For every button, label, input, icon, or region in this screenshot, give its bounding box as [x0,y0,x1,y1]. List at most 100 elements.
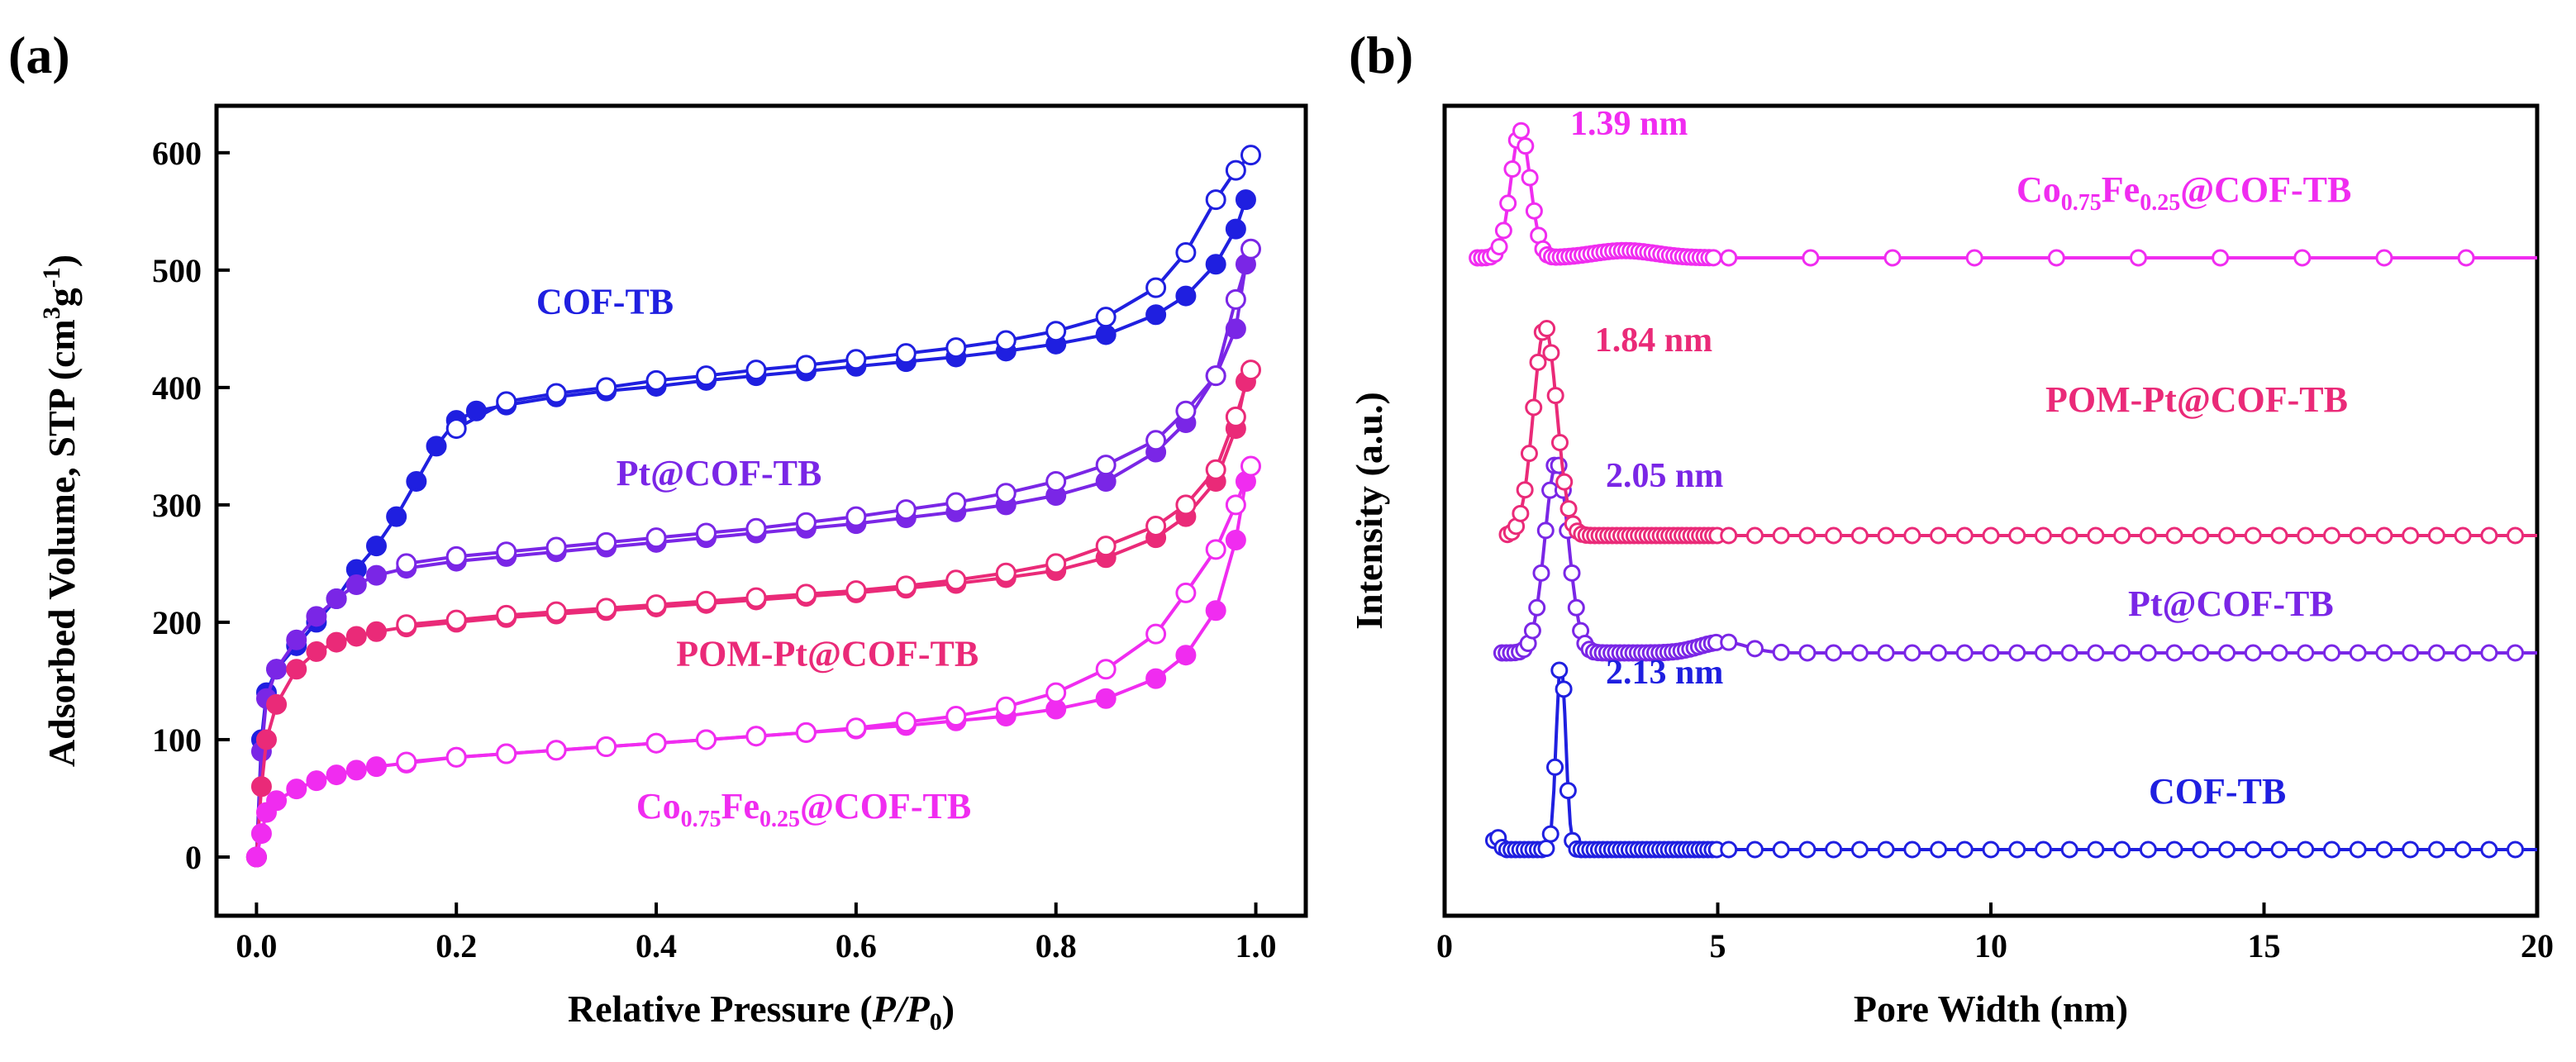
data-point [1520,445,1538,463]
data-point [2244,644,2262,662]
data-point [1982,841,2000,859]
adsorption-point [1205,600,1226,621]
data-point [1538,320,1556,338]
data-point [2270,841,2288,859]
panel-b: (b) 0 5 10 15 20 2.13 nm 2.05 nm 1.84 nm 1.39 n… [1348,26,2554,1030]
desorption-point [895,712,917,733]
panel-a-x-axis-label-sub: 0 [930,1008,942,1036]
desorption-point [945,337,967,359]
adsorption-point [465,400,487,421]
panel-a-label-part: 0.75 [681,807,721,832]
adsorption-point [1175,285,1197,307]
panel-b-x-axis-label: Pore Width (nm) [1854,988,2128,1030]
data-point [2087,644,2105,662]
panel-a-y-axis-label-main: Adsorbed Volume, STP (cm [40,319,83,767]
data-point [2480,644,2498,662]
data-point [1550,661,1569,679]
desorption-point [596,531,617,553]
adsorption-point [306,606,327,627]
data-point [1772,526,1790,545]
data-point [1525,398,1543,417]
desorption-point [1175,582,1197,603]
data-point [1955,526,1974,545]
panel-b-x-tick-label: 15 [2248,927,2281,964]
adsorption-point [326,631,347,653]
data-point [1720,526,1738,545]
panel-a-x-tick-label: 0.8 [1036,927,1077,964]
desorption-point [1145,430,1167,451]
panel-b-series-labels: 2.13 nm 2.05 nm 1.84 nm 1.39 nm COF-TB Pt@COF… [1570,105,2351,812]
panel-a-x-tick-label: 1.0 [1236,927,1277,964]
data-point [2375,249,2393,267]
data-point [1772,643,1790,661]
adsorption-point [286,629,307,650]
panel-b-label-part: Fe [2102,169,2140,210]
data-point [2034,841,2052,859]
desorption-point [1095,307,1117,328]
panel-b-y-axis-label: Intensity (a.u.) [1348,392,1390,630]
data-point [2480,841,2498,859]
desorption-point [895,575,917,597]
panel-a-series-label: POM-Pt@COF-TB [676,633,978,674]
panel-b-series-label: Pt@COF-TB [2128,583,2334,624]
data-point [1528,598,1546,617]
desorption-point [1045,553,1067,574]
panel-b-label-part: @COF-TB [2180,169,2351,210]
data-point [1559,500,1578,518]
panel-a-series [245,145,1261,868]
desorption-point [995,696,1017,717]
panel-a-x-axis-label-close: ) [942,988,955,1030]
adsorption-point [250,776,272,798]
data-point [2008,841,2026,859]
data-point [1903,841,1921,859]
panel-b-series-label: COF-TB [2149,771,2286,812]
panel-b-ticks: 0 5 10 15 20 [1436,902,2554,964]
data-point [1541,825,1559,843]
panel-a-y-axis-label: Adsorbed Volume, STP (cm3g-1) [38,255,83,767]
desorption-point [1145,623,1167,645]
data-point [1546,758,1564,776]
data-point [2139,526,2157,545]
data-point [1546,387,1564,405]
data-point [2507,526,2525,545]
desorption-point [396,614,417,636]
desorption-point [396,751,417,773]
panel-a-y-tick-label: 0 [185,839,202,876]
data-point [1982,526,2000,545]
data-point [2375,644,2393,662]
panel-b-label-part: Co [2017,169,2061,210]
data-point [2113,526,2131,545]
desorption-point [1175,242,1197,264]
data-point [2165,841,2183,859]
desorption-point [645,732,667,754]
desorption-point [695,590,717,612]
panel-a-label-part: Co [636,786,681,826]
desorption-line [406,369,1253,626]
desorption-point [695,522,717,544]
data-point [1903,526,1921,545]
desorption-point [496,391,517,412]
data-point [2454,644,2472,662]
data-point [1930,841,1948,859]
data-point [1525,202,1543,220]
desorption-point [1205,365,1226,387]
panel-a-y-tick-label: 600 [152,135,202,172]
desorption-point [1225,494,1246,516]
desorption-point [795,355,817,376]
adsorption-point [1095,324,1117,345]
data-point [1825,526,1843,545]
panel-a-y-tick-label: 100 [152,721,202,759]
desorption-point [545,740,567,761]
data-point [1825,841,1843,859]
panel-a-frame [214,103,1308,918]
desorption-point [945,492,967,513]
panel-b-x-tick-label: 20 [2521,927,2554,964]
data-point [2507,841,2525,859]
panel-a-y-tick-label: 500 [152,252,202,289]
distribution-line [1477,127,2537,260]
desorption-point [945,706,967,727]
data-point [2402,841,2420,859]
adsorption-point [1225,530,1246,551]
adsorption-point [1095,688,1117,709]
panel-a-y-axis-label-mid: g [40,288,83,307]
